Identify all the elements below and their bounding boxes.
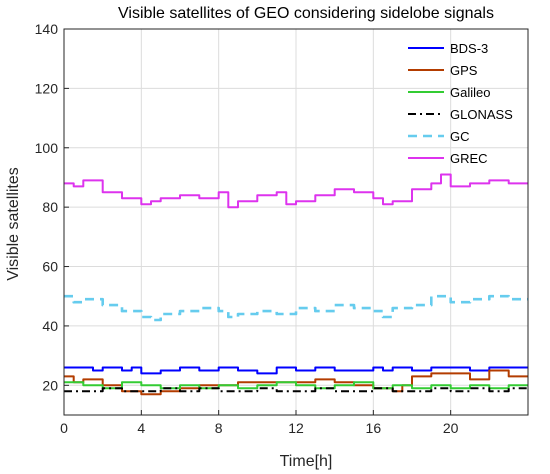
x-tick-label: 8	[215, 420, 223, 436]
y-tick-label: 140	[35, 21, 59, 37]
legend-label: GREC	[450, 151, 488, 166]
y-tick-label: 80	[42, 199, 58, 215]
y-tick-label: 100	[35, 140, 59, 156]
series-line-grec	[64, 173, 528, 209]
series-line-bds-3	[64, 366, 528, 375]
legend: BDS-3 GPS Galileo GLONASS GC GREC	[408, 41, 513, 166]
legend-label: BDS-3	[450, 41, 488, 56]
grid-lines	[63, 28, 528, 415]
x-axis-label: Time[h]	[280, 453, 333, 470]
y-axis-label: Visible satellites	[5, 167, 22, 281]
chart-title: Visible satellites of GEO considering si…	[118, 5, 494, 22]
legend-label: GC	[450, 129, 470, 144]
series-line-galileo	[64, 381, 528, 390]
y-tick-label: 20	[42, 377, 58, 393]
x-tick-label: 4	[137, 420, 145, 436]
legend-label: GPS	[450, 63, 478, 78]
x-tick-label: 12	[288, 420, 304, 436]
legend-label: Galileo	[450, 85, 490, 100]
series-line-glonass	[64, 387, 528, 393]
axis-ticks: 0 4 8 12 16 20 20 40 60 80 100 120 140	[35, 21, 459, 436]
series-line-gc	[64, 294, 528, 322]
y-tick-label: 40	[42, 318, 58, 334]
y-tick-label: 120	[35, 80, 59, 96]
legend-label: GLONASS	[450, 107, 513, 122]
x-tick-label: 20	[443, 420, 459, 436]
x-tick-label: 0	[60, 420, 68, 436]
series-layer	[64, 173, 528, 396]
x-tick-label: 16	[366, 420, 382, 436]
y-tick-label: 60	[42, 259, 58, 275]
